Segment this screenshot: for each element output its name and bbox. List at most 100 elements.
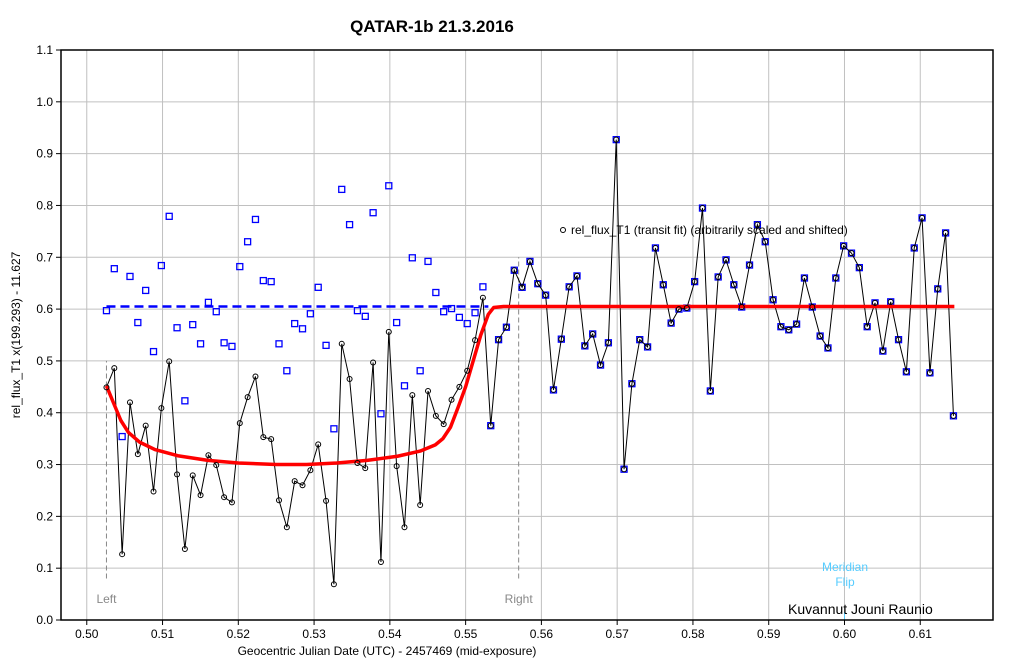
data-point-square (134, 318, 142, 327)
data-point-circle (723, 256, 730, 263)
data-point-square (314, 283, 322, 291)
x-tick-label: 0.59 (757, 627, 781, 641)
data-point-circle (393, 463, 400, 470)
data-point-square (220, 339, 228, 347)
data-point-circle (299, 482, 306, 489)
data-point-circle (236, 420, 243, 427)
data-point-circle (346, 376, 353, 383)
data-point-square (189, 320, 197, 329)
data-point-square (118, 432, 126, 441)
data-point-circle (762, 238, 769, 245)
x-tick-label: 0.58 (681, 627, 705, 641)
data-point-circle (903, 368, 910, 375)
data-point-square (400, 382, 409, 390)
legend: rel_flux_T1 (transit fit) (arbitrarily s… (560, 223, 848, 237)
y-tick-label: 1.1 (36, 43, 53, 57)
y-tick-label: 0.2 (36, 509, 53, 523)
data-line (106, 139, 954, 585)
data-point-circle (440, 421, 447, 428)
data-point-circle (746, 262, 753, 269)
data-point-circle (550, 386, 557, 393)
data-point-circle (370, 359, 377, 366)
data-point-circle (487, 422, 494, 429)
data-point-circle (621, 466, 628, 473)
data-point-circle (174, 471, 181, 478)
data-point-square (157, 261, 166, 270)
data-point-square (377, 410, 385, 418)
x-tick-label: 0.61 (909, 627, 933, 641)
data-point-square (173, 324, 181, 332)
data-point-square (196, 340, 205, 348)
data-point-circle (228, 499, 235, 506)
data-point-circle (354, 459, 361, 466)
credit-text: Kuvannut Jouni Raunio (788, 601, 933, 617)
x-tick-label: 0.56 (530, 627, 554, 641)
data-point-square (102, 306, 111, 315)
y-tick-label: 0.7 (36, 250, 53, 264)
data-point-circle (432, 412, 439, 419)
y-tick-label: 0.1 (36, 561, 53, 575)
data-point-circle (479, 294, 486, 301)
data-point-circle (275, 497, 282, 504)
legend-circle-marker (560, 227, 566, 233)
data-point-square (432, 288, 440, 297)
data-point-circle (934, 285, 941, 292)
data-point-circle (425, 387, 432, 394)
data-point-circle (872, 299, 879, 306)
data-point-square (181, 397, 189, 405)
data-point-square (345, 220, 354, 229)
data-point-circle (879, 348, 886, 355)
data-point-square (455, 313, 464, 322)
data-point-circle (166, 358, 173, 365)
data-point-circle (887, 298, 894, 305)
data-point-circle (668, 320, 675, 327)
data-point-circle (330, 581, 337, 588)
data-point-circle (864, 323, 871, 330)
data-point-circle (950, 412, 957, 419)
data-point-circle (103, 384, 110, 391)
data-point-square (353, 306, 362, 315)
data-point-circle (660, 281, 667, 288)
data-point-circle (628, 380, 635, 387)
data-point-square (251, 215, 260, 224)
data-point-square (165, 212, 173, 220)
legend-label: rel_flux_T1 (transit fit) (arbitrarily s… (571, 223, 848, 237)
data-point-circle (260, 434, 267, 441)
data-point-square (267, 277, 275, 286)
x-tick-label: 0.53 (302, 627, 326, 641)
data-point-circle (511, 267, 518, 274)
data-point-circle (244, 394, 251, 401)
data-point-circle (730, 281, 737, 288)
data-point-circle (801, 275, 808, 281)
data-point-square (385, 182, 393, 190)
data-point-square (259, 276, 267, 285)
data-point-circle (401, 524, 408, 531)
data-point-square (330, 425, 338, 433)
data-point-square (416, 367, 424, 375)
data-point-square (204, 298, 213, 307)
data-point-square (291, 319, 299, 328)
data-point-circle (158, 405, 165, 412)
data-point-square (236, 262, 244, 271)
grid-lines (61, 50, 993, 620)
y-tick-label: 0.3 (36, 458, 53, 472)
data-point-square (243, 238, 252, 246)
data-point-circle (315, 441, 322, 448)
data-point-circle (942, 229, 949, 236)
data-point-circle (597, 362, 604, 369)
data-point-circle (283, 524, 290, 531)
y-tick-label: 0.0 (36, 613, 53, 627)
chart-title: QATAR-1b 21.3.2016 (350, 17, 514, 36)
data-point-circle (448, 396, 455, 403)
data-point-square (447, 304, 456, 313)
axis-ticks: 0.50 0.51 0.52 0.53 0.54 0.55 0.56 0.57 0.58 0.59… (36, 43, 932, 641)
data-point-circle (574, 272, 581, 279)
data-point-circle (809, 304, 816, 311)
data-point-circle (291, 478, 298, 485)
data-point-square (463, 319, 471, 328)
data-point-circle (495, 336, 502, 343)
data-point-circle (613, 136, 620, 143)
data-point-square (212, 308, 220, 316)
data-point-circle (252, 373, 259, 380)
